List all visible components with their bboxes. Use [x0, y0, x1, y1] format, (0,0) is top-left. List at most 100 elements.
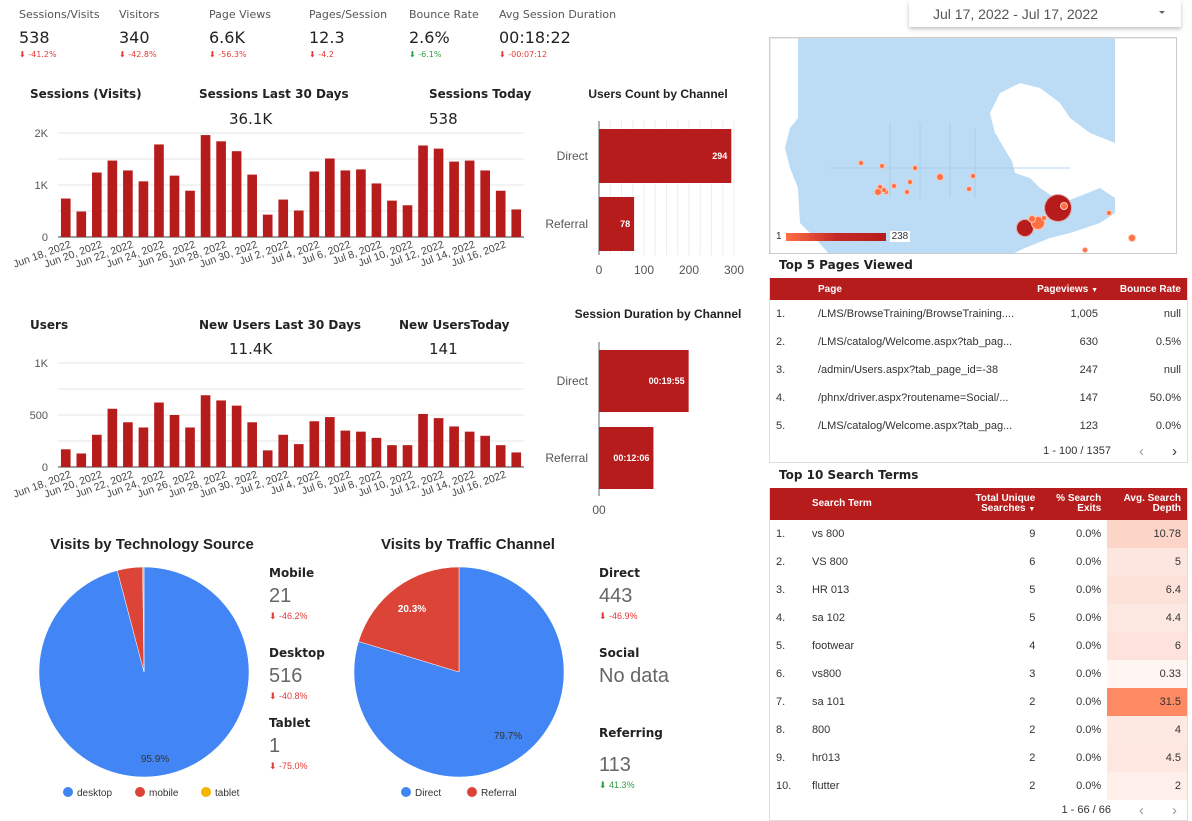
bar[interactable] — [216, 141, 226, 237]
geo-bubble-map[interactable]: 1 238 — [769, 37, 1177, 254]
bar[interactable] — [495, 445, 506, 467]
table-row[interactable]: 3. /admin/Users.aspx?tab_page_id=-38 247 nu… — [770, 356, 1187, 384]
bar[interactable] — [278, 434, 289, 467]
bar[interactable] — [449, 426, 459, 467]
bar[interactable] — [433, 418, 444, 467]
bar[interactable] — [262, 214, 273, 237]
bar[interactable] — [599, 129, 732, 183]
table-row[interactable]: 2. VS 800 6 0.0% 5 — [770, 548, 1187, 576]
bar[interactable] — [340, 430, 351, 467]
bar[interactable] — [293, 210, 304, 237]
map-bubble[interactable] — [879, 163, 885, 169]
col-search-exits[interactable]: % Search Exits — [1041, 493, 1107, 515]
map-bubble[interactable] — [1128, 234, 1136, 242]
bar[interactable] — [76, 453, 87, 467]
bar[interactable] — [599, 350, 689, 412]
bar[interactable] — [293, 444, 304, 467]
pie-slice-referral[interactable] — [358, 566, 460, 673]
map-bubble[interactable] — [1044, 194, 1072, 222]
table-row[interactable]: 4. /phnx/driver.aspx?routename=Social/...… — [770, 384, 1187, 412]
bar[interactable] — [185, 190, 195, 237]
bar[interactable] — [154, 144, 164, 237]
map-bubble[interactable] — [881, 187, 887, 193]
map-bubble[interactable] — [970, 173, 976, 179]
bar[interactable] — [495, 190, 506, 237]
prev-page-button[interactable]: ‹ — [1139, 801, 1144, 819]
col-bounce-rate[interactable]: Bounce Rate — [1119, 283, 1181, 295]
table-row[interactable]: 9. hr013 2 0.0% 4.5 — [770, 744, 1187, 772]
bar[interactable] — [138, 181, 149, 237]
bar[interactable] — [433, 148, 444, 237]
table-row[interactable]: 2. /LMS/catalog/Welcome.aspx?tab_pag... 63… — [770, 328, 1187, 356]
bar[interactable] — [60, 449, 71, 467]
bar[interactable] — [107, 160, 118, 237]
date-range-picker[interactable]: Jul 17, 2022 - Jul 17, 2022 — [909, 0, 1181, 27]
bar[interactable] — [92, 172, 102, 237]
bar[interactable] — [480, 170, 490, 237]
bar[interactable] — [511, 452, 522, 467]
table-row[interactable]: 5. footwear 4 0.0% 6 — [770, 632, 1187, 660]
map-bubble[interactable] — [907, 179, 913, 185]
bar[interactable] — [387, 200, 397, 237]
table-row[interactable]: 6. vs800 3 0.0% 0.33 — [770, 660, 1187, 688]
bar[interactable] — [154, 402, 164, 467]
bar[interactable] — [107, 408, 118, 467]
table-row[interactable]: 7. sa 101 2 0.0% 31.5 — [770, 688, 1187, 716]
bar[interactable] — [123, 422, 133, 467]
table-row[interactable]: 3. HR 013 5 0.0% 6.4 — [770, 576, 1187, 604]
bar[interactable] — [599, 197, 635, 251]
map-bubble[interactable] — [1041, 215, 1047, 221]
map-bubble[interactable] — [1060, 202, 1068, 210]
bar[interactable] — [402, 445, 413, 467]
map-bubble[interactable] — [1028, 215, 1036, 223]
bar[interactable] — [511, 209, 522, 237]
bar[interactable] — [92, 434, 102, 467]
bar[interactable] — [464, 160, 475, 237]
table-row[interactable]: 4. sa 102 5 0.0% 4.4 — [770, 604, 1187, 632]
bar[interactable] — [123, 170, 133, 237]
bar[interactable] — [216, 400, 226, 467]
bar[interactable] — [387, 445, 397, 467]
bar[interactable] — [200, 135, 211, 237]
table-row[interactable]: 1. /LMS/BrowseTraining/BrowseTraining....… — [770, 300, 1187, 328]
next-page-button[interactable]: › — [1172, 801, 1177, 819]
map-bubble[interactable] — [1106, 210, 1112, 216]
col-search-depth[interactable]: Avg. Search Depth — [1107, 493, 1187, 515]
bar[interactable] — [247, 174, 257, 237]
table-row[interactable]: 10. flutter 2 0.0% 2 — [770, 772, 1187, 800]
bar[interactable] — [325, 417, 335, 467]
table-row[interactable]: 5. /LMS/catalog/Welcome.aspx?tab_pag... 12… — [770, 412, 1187, 440]
bar[interactable] — [309, 171, 320, 237]
map-bubble[interactable] — [858, 160, 864, 166]
table-row[interactable]: 8. 800 2 0.0% 4 — [770, 716, 1187, 744]
bar[interactable] — [480, 435, 490, 467]
bar[interactable] — [464, 431, 475, 467]
bar[interactable] — [185, 427, 195, 467]
map-bubble[interactable] — [912, 165, 918, 171]
bar[interactable] — [60, 198, 71, 237]
map-bubble[interactable] — [891, 183, 897, 189]
bar[interactable] — [340, 170, 351, 237]
bar[interactable] — [247, 422, 257, 467]
col-page[interactable]: Page — [818, 283, 842, 295]
bar[interactable] — [356, 169, 366, 237]
bar[interactable] — [309, 421, 320, 467]
bar[interactable] — [231, 151, 242, 237]
map-bubble[interactable] — [904, 189, 910, 195]
bar[interactable] — [169, 175, 180, 237]
map-bubble[interactable] — [966, 186, 972, 192]
bar[interactable] — [325, 158, 335, 237]
bar[interactable] — [449, 161, 459, 237]
prev-page-button[interactable]: ‹ — [1139, 442, 1144, 460]
bar[interactable] — [169, 415, 180, 467]
bar[interactable] — [371, 437, 382, 467]
bar[interactable] — [402, 205, 413, 237]
col-unique-searches[interactable]: Total Unique Searches ▼ — [964, 493, 1042, 515]
bar[interactable] — [278, 199, 289, 237]
bar[interactable] — [76, 211, 87, 237]
pie-slice-tablet[interactable] — [142, 566, 145, 673]
map-bubble[interactable] — [1082, 247, 1088, 253]
map-bubble[interactable] — [936, 173, 944, 181]
bar[interactable] — [200, 395, 211, 467]
col-search-term[interactable]: Search Term — [811, 497, 872, 509]
